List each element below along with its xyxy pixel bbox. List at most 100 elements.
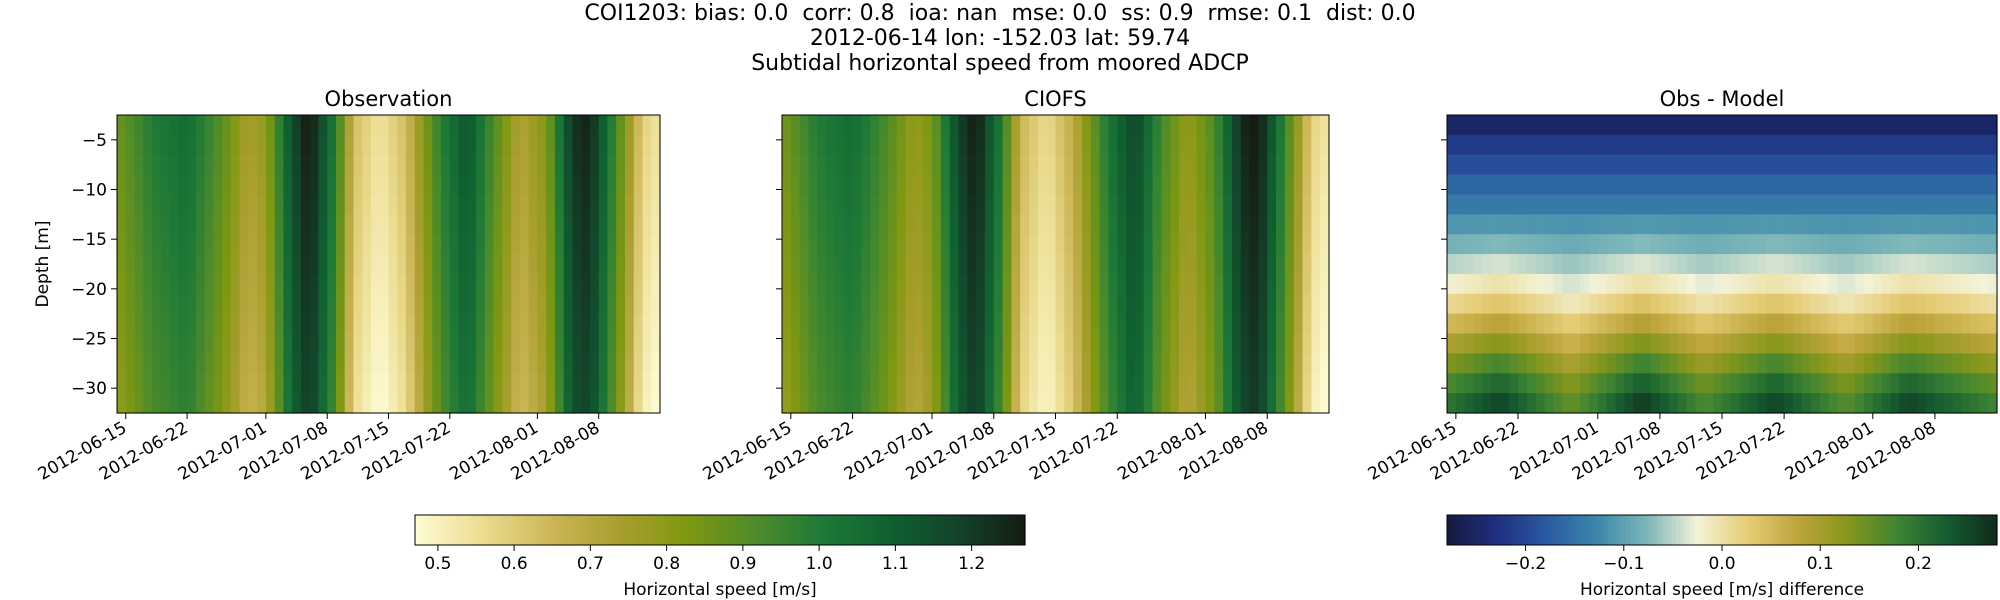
heatmap-cell bbox=[581, 134, 591, 156]
heatmap-cell bbox=[1161, 234, 1171, 255]
heatmap-cell bbox=[1491, 115, 1501, 136]
heatmap-cell bbox=[1055, 134, 1065, 156]
heatmap-cell bbox=[432, 254, 442, 275]
heatmap-cell bbox=[940, 273, 951, 295]
heatmap-cell bbox=[554, 214, 565, 235]
heatmap-cell bbox=[1161, 214, 1171, 235]
heatmap-cell bbox=[790, 234, 801, 255]
heatmap-cell bbox=[940, 293, 951, 315]
heatmap-cell bbox=[1855, 353, 1865, 374]
heatmap-cell bbox=[327, 134, 337, 156]
heatmap-cell bbox=[870, 313, 880, 335]
heatmap-cell bbox=[204, 234, 214, 255]
heatmap-cell bbox=[1722, 194, 1732, 215]
heatmap-cell bbox=[160, 154, 171, 176]
heatmap-cell bbox=[432, 373, 442, 394]
heatmap-cell bbox=[1633, 174, 1643, 196]
heatmap-cell bbox=[923, 333, 933, 354]
heatmap-cell bbox=[1509, 174, 1519, 196]
colorbar-segment bbox=[1653, 515, 1659, 545]
heatmap-cell bbox=[790, 115, 801, 136]
heatmap-cell bbox=[1846, 373, 1856, 394]
heatmap-cell bbox=[589, 214, 600, 235]
heatmap-cell bbox=[458, 174, 468, 196]
heatmap-cell bbox=[1320, 194, 1330, 215]
heatmap-cell bbox=[1881, 353, 1892, 374]
heatmap-cell bbox=[1258, 293, 1268, 315]
heatmap-cell bbox=[484, 234, 495, 255]
heatmap-cell bbox=[905, 214, 915, 235]
heatmap-cell bbox=[1214, 115, 1224, 136]
heatmap-cell bbox=[1615, 214, 1626, 235]
heatmap-cell bbox=[1926, 313, 1936, 335]
heatmap-cell bbox=[1081, 115, 1092, 136]
heatmap-cell bbox=[353, 154, 363, 176]
heatmap-cell bbox=[283, 393, 293, 414]
heatmap-cell bbox=[1482, 134, 1492, 156]
heatmap-cell bbox=[423, 154, 433, 176]
heatmap-cell bbox=[432, 154, 442, 176]
colorbar-segment bbox=[1657, 515, 1664, 545]
heatmap-cell bbox=[1223, 174, 1233, 196]
heatmap-cell bbox=[1526, 174, 1537, 196]
heatmap-cell bbox=[993, 154, 1004, 176]
heatmap-cell bbox=[589, 273, 600, 295]
colorbar-segment bbox=[608, 515, 614, 545]
heatmap-cell bbox=[414, 273, 425, 295]
heatmap-cell bbox=[441, 174, 451, 196]
heatmap-cell bbox=[949, 214, 960, 235]
heatmap-cell bbox=[195, 313, 206, 335]
colorbar-segment bbox=[872, 515, 879, 545]
heatmap-cell bbox=[896, 353, 907, 374]
heatmap-cell bbox=[1784, 134, 1794, 156]
heatmap-cell bbox=[1677, 234, 1688, 255]
heatmap-cell bbox=[222, 273, 232, 295]
heatmap-cell bbox=[1473, 273, 1484, 295]
heatmap-cell bbox=[581, 393, 591, 414]
heatmap-cell bbox=[309, 194, 320, 215]
heatmap-cell bbox=[1659, 194, 1670, 215]
heatmap-cell bbox=[441, 373, 451, 394]
heatmap-cell bbox=[143, 353, 153, 374]
heatmap-cell bbox=[1170, 214, 1180, 235]
heatmap-cell bbox=[984, 174, 995, 196]
heatmap-cell bbox=[178, 393, 188, 414]
heatmap-cell bbox=[808, 115, 818, 136]
heatmap-cell bbox=[870, 194, 880, 215]
heatmap-cell bbox=[1473, 353, 1484, 374]
heatmap-cell bbox=[843, 393, 854, 414]
heatmap-cell bbox=[1766, 254, 1776, 275]
heatmap-cell bbox=[195, 174, 206, 196]
heatmap-cell bbox=[423, 353, 433, 374]
heatmap-cell bbox=[1970, 214, 1980, 235]
heatmap-cell bbox=[476, 154, 486, 176]
heatmap-cell bbox=[554, 115, 565, 136]
heatmap-cell bbox=[1677, 154, 1688, 176]
heatmap-cell bbox=[248, 353, 258, 374]
heatmap-cell bbox=[1473, 234, 1484, 255]
colorbar-segment bbox=[755, 515, 762, 545]
colorbar-segment bbox=[1557, 515, 1563, 545]
heatmap-cell bbox=[1926, 115, 1936, 136]
colorbar-segment bbox=[999, 515, 1006, 545]
heatmap-cell bbox=[1739, 194, 1750, 215]
heatmap-cell bbox=[213, 313, 223, 335]
heatmap-cell bbox=[589, 353, 600, 374]
colorbar-segment bbox=[831, 515, 838, 545]
heatmap-cell bbox=[1526, 115, 1537, 136]
heatmap-cell bbox=[1455, 234, 1466, 255]
heatmap-cell bbox=[1535, 373, 1546, 394]
heatmap-cell bbox=[1455, 333, 1466, 354]
colorbar-segment bbox=[974, 515, 980, 545]
heatmap-cell bbox=[624, 393, 635, 414]
heatmap-cell bbox=[1704, 353, 1714, 374]
heatmap-cell bbox=[1081, 313, 1092, 335]
heatmap-cell bbox=[458, 273, 468, 295]
colorbar-segment bbox=[877, 515, 884, 545]
colorbar-segment bbox=[592, 515, 599, 545]
heatmap-cell bbox=[940, 313, 951, 335]
heatmap-cell bbox=[1517, 333, 1528, 354]
heatmap-cell bbox=[879, 194, 889, 215]
heatmap-cell bbox=[1952, 293, 1963, 315]
colorbar-segment bbox=[765, 515, 772, 545]
